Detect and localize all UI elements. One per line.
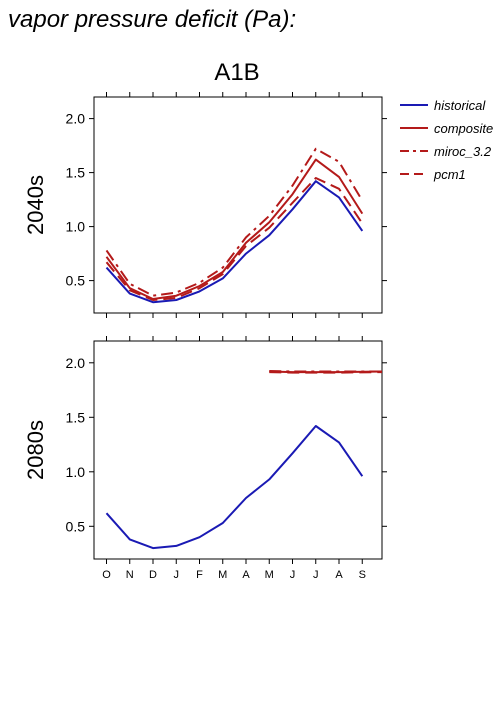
y-axis-2080s: 0.5 1.0 1.5 2.0 — [66, 355, 387, 534]
legend-label-miroc-3-2: miroc_3.2 — [434, 144, 492, 159]
y-axis-2040s: 0.5 1.0 1.5 2.0 — [66, 111, 387, 289]
y-tick-label-2040s-0.5: 0.5 — [66, 273, 86, 289]
x-tick-label-6: A — [242, 569, 250, 581]
legend: historical composite miroc_3.2 pcm1 — [400, 98, 493, 182]
series-group-2080s — [105, 370, 383, 550]
figure-title: vapor pressure deficit (Pa): — [8, 6, 296, 33]
series-line-2080s-miroc-3-2 — [269, 370, 382, 373]
y-tick-label-2080s-1.5: 1.5 — [66, 409, 86, 425]
series-line-2040s-historical — [105, 180, 364, 304]
y-tick-label-2040s-1.0: 1.0 — [66, 219, 86, 235]
legend-label-pcm1: pcm1 — [433, 167, 466, 182]
y-tick-label-2080s-1.0: 1.0 — [66, 464, 86, 480]
x-tick-label-3: J — [174, 569, 180, 581]
x-tick-label-5: M — [218, 569, 227, 581]
x-tick-label-9: J — [313, 569, 319, 581]
legend-label-composite: composite — [434, 121, 493, 136]
x-tick-label-7: M — [265, 569, 274, 581]
x-tick-label-11: S — [359, 569, 366, 581]
series-group-2040s — [105, 147, 364, 304]
y-tick-label-2040s-1.5: 1.5 — [66, 165, 86, 181]
legend-label-historical: historical — [434, 98, 486, 113]
y-tick-label-2080s-0.5: 0.5 — [66, 518, 86, 534]
y-tick-label-2080s-2.0: 2.0 — [66, 355, 86, 371]
series-line-2040s-miroc-3-2 — [105, 147, 364, 297]
scenario-title: A1B — [214, 59, 259, 86]
panel-label-2080s: 2080s — [23, 420, 48, 480]
x-tick-label-4: F — [196, 569, 203, 581]
y-tick-label-2040s-2.0: 2.0 — [66, 111, 86, 127]
x-tick-label-2: D — [149, 569, 157, 581]
x-tick-label-8: J — [290, 569, 296, 581]
plot-frame-2080s — [93, 340, 383, 560]
series-line-2040s-pcm1 — [105, 177, 364, 301]
panel-label-2040s: 2040s — [23, 175, 48, 235]
x-tick-label-0: O — [102, 569, 111, 581]
x-axis-2040s — [106, 92, 363, 318]
x-tick-label-1: N — [126, 569, 134, 581]
series-line-2040s-composite — [105, 158, 364, 300]
x-tick-label-10: A — [335, 569, 343, 581]
panel-2040s: 2040s 0.5 1.0 1.5 2.0 — [23, 92, 387, 318]
series-line-2080s-historical — [105, 425, 364, 550]
series-line-2080s-pcm1 — [269, 371, 383, 374]
panel-2080s: 2080s 0.5 1.0 1.5 2.0 O N D J F M A M J J A S — [23, 336, 387, 581]
plot-frame-2040s — [93, 96, 383, 314]
